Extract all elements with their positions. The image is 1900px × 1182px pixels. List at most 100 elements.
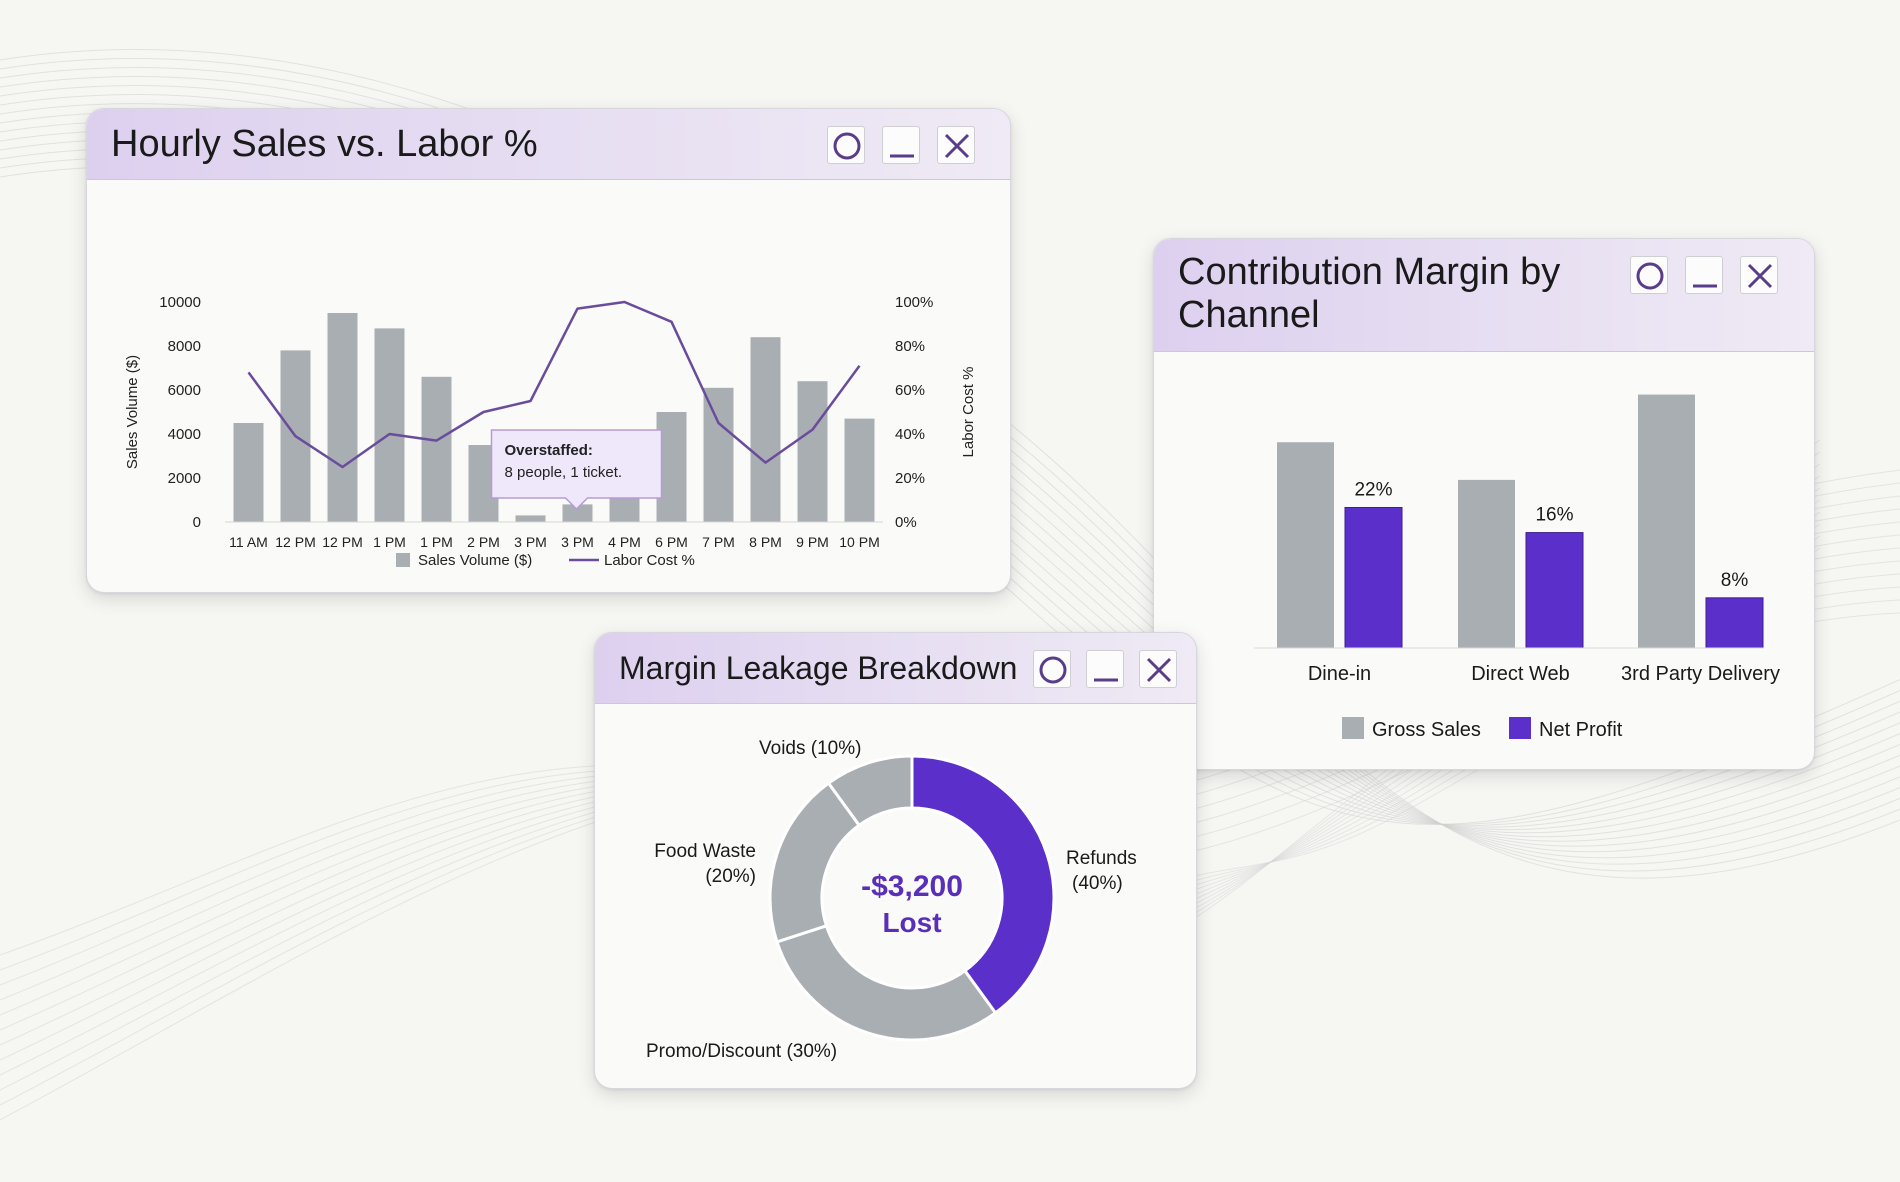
x-tick-label: 6 PM	[655, 534, 688, 550]
gross-sales-bar	[1638, 394, 1695, 648]
x-category-label: 3rd Party Delivery	[1621, 663, 1780, 685]
tooltip-text: 8 people, 1 ticket.	[505, 464, 623, 481]
y-tick-label: 4000	[168, 426, 201, 443]
tooltip-box	[490, 429, 663, 511]
food-waste-label: Food Waste	[654, 841, 756, 862]
contribution-window[interactable]: Contribution Margin by Channel 22% Dine-i…	[1153, 238, 1815, 770]
labor-cost-line	[247, 300, 861, 469]
x-tick-label: 8 PM	[749, 534, 782, 550]
donut-center-value: -$3,200	[861, 870, 963, 903]
minimize-icon	[890, 154, 914, 158]
donut-slice	[775, 923, 998, 1042]
leakage-window[interactable]: Margin Leakage Breakdown Refunds (40%) Pro…	[594, 632, 1197, 1089]
minimize-icon	[1094, 678, 1118, 682]
tooltip-title: Overstaffed:	[505, 442, 593, 459]
sales-bar	[327, 313, 358, 522]
y2-axis-title: Labor Cost %	[960, 367, 977, 458]
refunds-pct-label: (40%)	[1072, 873, 1123, 894]
x-tick-label: 11 AM	[229, 534, 268, 550]
y2-tick-label: 40%	[895, 426, 925, 443]
y-axis-title: Sales Volume ($)	[124, 355, 141, 469]
hourly-sales-window[interactable]: Hourly Sales vs. Labor % 0 2000 4000 6000 80…	[86, 108, 1011, 593]
food-waste-pct-label: (20%)	[705, 866, 756, 887]
circle-icon	[1039, 656, 1067, 684]
x-tick-label: 7 PM	[702, 534, 735, 550]
promo-discount-label: Promo/Discount (30%)	[646, 1041, 837, 1062]
x-tick-label: 10 PM	[839, 534, 879, 550]
gross-sales-bar	[1458, 479, 1515, 648]
contribution-titlebar[interactable]: Contribution Margin by Channel	[1154, 239, 1814, 352]
x-tick-label: 3 PM	[561, 534, 594, 550]
y2-tick-label: 80%	[895, 338, 925, 355]
net-profit-label: 8%	[1721, 570, 1749, 591]
minimize-icon	[1693, 284, 1717, 288]
x-tick-label: 12 PM	[322, 534, 362, 550]
sales-bar	[233, 423, 264, 522]
legend-net-swatch	[1509, 717, 1531, 739]
leakage-chart: Refunds (40%) Promo/Discount (30%) Food Was…	[646, 738, 1137, 1062]
legend-net-label: Net Profit	[1539, 719, 1623, 741]
hourly-close-button[interactable]	[937, 126, 975, 164]
legend-sales-swatch	[396, 553, 410, 567]
hourly-titlebar[interactable]: Hourly Sales vs. Labor %	[87, 109, 1010, 180]
sales-bar	[844, 418, 875, 522]
legend-labor-label: Labor Cost %	[604, 552, 695, 569]
close-icon	[1747, 263, 1773, 289]
legend-gross-label: Gross Sales	[1372, 719, 1481, 741]
y2-tick-label: 20%	[895, 470, 925, 487]
x-tick-label: 9 PM	[796, 534, 829, 550]
contribution-minimize-button[interactable]	[1685, 256, 1723, 294]
sales-bar	[703, 387, 734, 522]
y-tick-label: 10000	[159, 294, 201, 311]
refunds-label: Refunds	[1066, 848, 1137, 869]
close-icon	[1146, 657, 1172, 683]
contribution-restore-button[interactable]	[1630, 256, 1668, 294]
contribution-window-title: Contribution Margin by Channel	[1178, 251, 1561, 336]
y2-tick-label: 100%	[895, 294, 933, 311]
x-tick-label: 4 PM	[608, 534, 641, 550]
circle-icon	[1636, 262, 1664, 290]
x-tick-label: 3 PM	[514, 534, 547, 550]
y2-tick-label: 60%	[895, 382, 925, 399]
net-profit-label: 22%	[1354, 479, 1392, 500]
leakage-close-button[interactable]	[1139, 650, 1177, 688]
donut-slice	[910, 754, 1056, 1015]
x-category-label: Direct Web	[1471, 663, 1570, 685]
leakage-window-title: Margin Leakage Breakdown	[619, 650, 1018, 686]
net-profit-bar	[1705, 597, 1764, 649]
sales-bar	[750, 337, 781, 522]
contribution-chart: 22% Dine-in 16% Direct Web 8% 3rd Party Deliv…	[1254, 394, 1780, 741]
y-tick-label: 0	[193, 514, 201, 531]
contribution-close-button[interactable]	[1740, 256, 1778, 294]
donut-slice	[826, 754, 914, 828]
hourly-restore-button[interactable]	[827, 126, 865, 164]
y-tick-label: 2000	[168, 470, 201, 487]
voids-label: Voids (10%)	[759, 738, 861, 759]
leakage-restore-button[interactable]	[1033, 650, 1071, 688]
leakage-minimize-button[interactable]	[1086, 650, 1124, 688]
hourly-window-title: Hourly Sales vs. Labor %	[111, 123, 538, 165]
x-tick-label: 12 PM	[275, 534, 315, 550]
x-tick-label: 1 PM	[373, 534, 406, 550]
legend-sales-label: Sales Volume ($)	[418, 552, 532, 569]
y2-tick-label: 0%	[895, 514, 917, 531]
net-profit-label: 16%	[1535, 505, 1573, 526]
leakage-titlebar[interactable]: Margin Leakage Breakdown	[595, 633, 1196, 704]
sales-bar	[515, 515, 546, 522]
net-profit-bar	[1525, 532, 1584, 649]
sales-bar	[797, 381, 828, 522]
hourly-chart: 0 2000 4000 6000 8000 10000 0% 20% 40% 60% 80% 100%…	[124, 294, 977, 569]
x-tick-label: 2 PM	[467, 534, 500, 550]
donut-center-label: Lost	[882, 907, 941, 938]
sales-bar	[562, 504, 593, 522]
y-tick-label: 8000	[168, 338, 201, 355]
hourly-minimize-button[interactable]	[882, 126, 920, 164]
legend-gross-swatch	[1342, 717, 1364, 739]
x-tick-label: 1 PM	[420, 534, 453, 550]
sales-bar	[374, 328, 405, 522]
y-tick-label: 6000	[168, 382, 201, 399]
sales-bar	[421, 376, 452, 522]
close-icon	[944, 133, 970, 159]
circle-icon	[833, 132, 861, 160]
x-category-label: Dine-in	[1308, 663, 1371, 685]
